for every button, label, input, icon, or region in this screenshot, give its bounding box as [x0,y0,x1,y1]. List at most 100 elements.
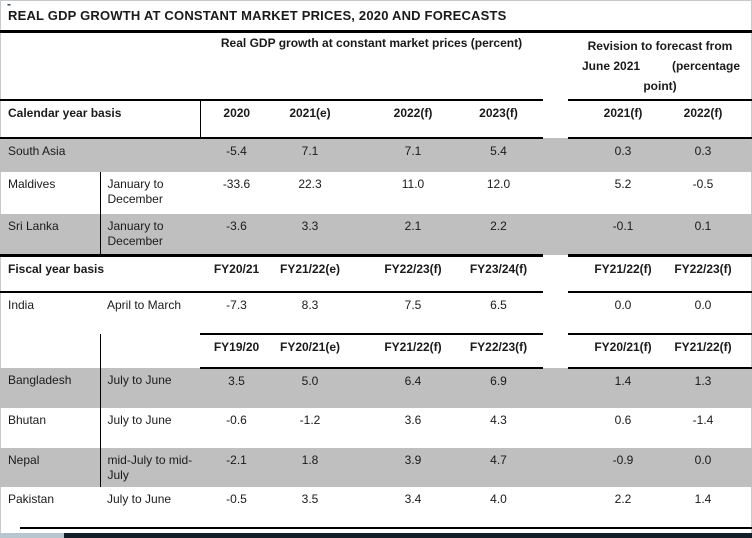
table-row-sri-lanka: Sri Lanka January to December -3.6 3.3 2… [0,214,752,257]
revision-cell: 2.2 [614,492,632,506]
revision-cell: 0.0 [660,292,752,335]
value-cell: 4.0 [490,492,507,506]
table-row-south-asia: South Asia -5.4 7.1 7.1 5.4 0.3 0.3 [0,138,752,172]
value-cell: -3.6 [200,214,273,257]
revision-cell: 0.6 [614,413,632,427]
col-header: FY20/21 [200,255,273,293]
column-gap [543,214,568,255]
revision-header-line1: Revision to forecast from [587,39,733,53]
col-header: 2022(f) [347,99,468,139]
col-header: 2021(f) [568,99,660,139]
col-header: FY22/23(f) [347,255,468,293]
revision-cell: 1.4 [568,368,660,408]
value-cell: -33.6 [222,177,251,191]
country-cell: Maldives [8,177,56,191]
fiscal-basis-label-text: Fiscal year basis [8,261,105,276]
revision-cell: -0.5 [692,177,714,191]
column-gap [543,448,568,487]
revision-cell: 0.0 [660,448,752,487]
period-cell: July to June [99,368,200,408]
col-header: FY23/24(f) [468,255,543,293]
revision-cell: 0.0 [568,292,660,335]
revision-cell: -1.4 [692,413,714,427]
page-title: REAL GDP GROWTH AT CONSTANT MARKET PRICE… [8,8,507,23]
period-cell: July to June [107,492,172,506]
value-cell: 4.3 [490,413,507,427]
revision-header-june: June 2021 [582,59,641,73]
value-cell: 5.4 [468,138,543,172]
empty-cell [0,334,100,368]
country-cell: Nepal [0,448,100,487]
column-gap [543,138,568,172]
value-cell: -0.5 [226,492,247,506]
gdp-table: Calendar year basis 2020 2021(e) 2022(f)… [0,99,752,524]
col-header: 2021(e) [273,99,347,139]
value-cell: -0.6 [226,413,247,427]
value-cell: 4.7 [468,448,543,487]
country-cell: Bhutan [8,413,47,427]
col-header: FY22/23(f) [660,255,752,293]
revision-cell: -0.1 [568,214,660,257]
value-cell: 6.5 [468,292,543,335]
column-gap [543,100,568,138]
value-cell: 22.3 [298,177,322,191]
table-row-india: India April to March -7.3 8.3 7.5 6.5 0.… [0,292,752,335]
revision-cell: 1.4 [694,492,712,506]
bottom-bar-left-segment [0,533,64,538]
country-cell: India [8,298,35,312]
value-cell: -5.4 [200,138,273,172]
table-row-bangladesh: Bangladesh July to June 3.5 5.0 6.4 6.9 … [0,368,752,408]
value-cell: 12.0 [486,177,511,191]
table-bottom-rule [20,527,752,529]
table-row-maldives: Maldives January to December -33.6 22.3 … [0,172,752,214]
col-header: 2023(f) [468,99,543,139]
value-cell: 6.9 [468,368,543,408]
col-header: FY19/20 [200,334,273,369]
column-gap [543,172,568,214]
column-gap [543,487,568,524]
table-row-nepal: Nepal mid-July to mid-July -2.1 1.8 3.9 … [0,448,752,487]
value-cell: 6.4 [347,368,468,408]
revision-header-percentage: (percentage [671,59,740,73]
fiscal-basis-label: Fiscal year basis [0,255,200,293]
value-cell: 8.3 [273,292,347,335]
col-header: 2020 [200,99,273,139]
value-cell: 3.5 [301,492,319,506]
revision-cell: 0.1 [660,214,752,257]
value-cell: -1.2 [299,413,321,427]
title-rule [0,30,752,33]
value-cell: 3.4 [404,492,422,506]
value-cell: -2.1 [200,448,273,487]
col-header: FY20/21(f) [568,334,660,369]
country-cell: Sri Lanka [0,214,100,257]
period-cell: April to March [107,298,182,312]
revision-cell: -0.9 [568,448,660,487]
country-cell: Pakistan [8,492,55,506]
country-cell: South Asia [0,138,200,172]
period-cell: July to June [99,408,200,448]
col-header: FY21/22(f) [660,334,752,369]
fiscal-subheader-row: FY19/20 FY20/21(e) FY21/22(f) FY22/23(f)… [0,334,752,369]
value-cell: 3.6 [404,413,422,427]
revision-header-line3: point) [643,79,677,93]
calendar-header-row: Calendar year basis 2020 2021(e) 2022(f)… [0,99,752,139]
value-cell: 3.3 [273,214,347,257]
value-cell: -7.3 [200,292,273,335]
revision-group-header: Revision to forecast from June 2021 (per… [568,36,752,96]
value-cell: 5.0 [273,368,347,408]
revision-header-line2: June 2021 (percentage [568,56,752,76]
value-cell: 2.1 [347,214,468,257]
period-cell: January to December [99,172,200,214]
value-cell: 1.8 [273,448,347,487]
col-header: FY21/22(f) [568,255,660,293]
bottom-navy-bar [64,533,752,538]
fiscal-header-row: Fiscal year basis FY20/21 FY21/22(e) FY2… [0,255,752,293]
value-cell: 7.1 [347,138,468,172]
empty-cell [99,334,200,368]
value-cell: 7.5 [347,292,468,335]
col-header: FY21/22(f) [347,334,468,369]
revision-cell: 0.3 [660,138,752,172]
col-header: FY21/22(e) [273,255,347,293]
col-header: FY22/23(f) [468,334,543,369]
